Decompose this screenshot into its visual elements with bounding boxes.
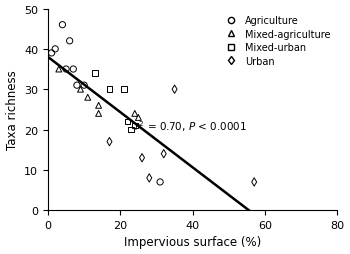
Point [52,48,58,52]
Legend: Agriculture, Mixed-agriculture, Mixed-urban, Urban: Agriculture, Mixed-agriculture, Mixed-ur… [220,14,332,68]
Point [161,152,167,156]
Point [157,180,163,184]
Point [78,88,83,92]
Point [70,68,76,72]
Point [49,52,54,56]
Point [121,88,127,92]
Point [135,116,141,120]
Point [96,112,101,116]
Point [172,88,177,92]
Point [107,88,112,92]
Point [132,112,138,116]
Point [63,68,69,72]
Point [107,140,112,144]
Point [251,180,257,184]
Point [146,176,152,180]
Point [139,156,145,160]
Point [74,84,80,88]
Point [67,40,72,44]
X-axis label: Impervious surface (%): Impervious surface (%) [124,235,261,248]
Text: $r^2$ = 0.70, $P$ < 0.0001: $r^2$ = 0.70, $P$ < 0.0001 [134,119,247,133]
Point [56,68,62,72]
Y-axis label: Taxa richness: Taxa richness [6,70,19,150]
Point [92,72,98,76]
Point [128,128,134,132]
Point [81,84,87,88]
Point [132,124,138,128]
Point [96,104,101,108]
Point [60,24,65,28]
Point [125,120,130,124]
Point [85,96,91,100]
